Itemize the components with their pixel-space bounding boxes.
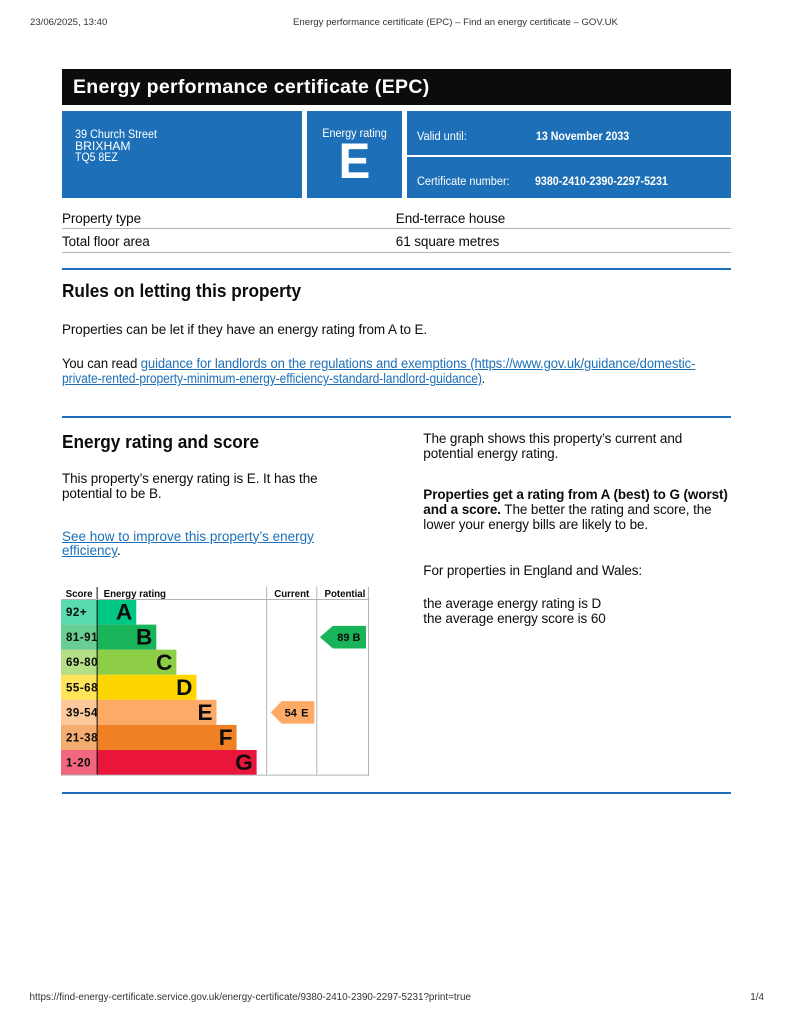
svg-text:F: F [219,725,233,750]
svg-text:E: E [301,708,308,720]
svg-text:1-20: 1-20 [66,758,91,770]
svg-text:C: C [156,650,172,675]
svg-text:39-54: 39-54 [66,708,98,720]
svg-text:Score: Score [66,589,94,600]
svg-text:55-68: 55-68 [66,683,98,695]
svg-text:E: E [198,700,213,725]
svg-text:69-80: 69-80 [66,657,98,669]
svg-text:54: 54 [285,708,298,720]
svg-text:B: B [136,625,152,650]
svg-text:Current: Current [275,589,311,600]
svg-text:21-38: 21-38 [66,733,98,745]
svg-text:D: D [176,675,192,700]
svg-text:Energy rating: Energy rating [104,589,166,600]
svg-text:G: G [235,750,253,775]
svg-text:A: A [116,600,132,625]
svg-text:92+: 92+ [66,607,87,619]
svg-text:B: B [353,632,361,644]
svg-text:81-91: 81-91 [66,632,98,644]
svg-text:89: 89 [338,632,350,644]
svg-text:Potential: Potential [325,589,366,600]
